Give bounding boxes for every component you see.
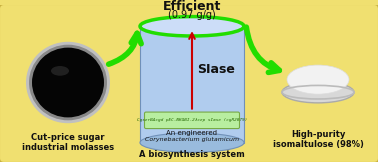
Ellipse shape: [140, 133, 244, 152]
Text: Cut-price sugar: Cut-price sugar: [31, 133, 105, 142]
Circle shape: [26, 42, 110, 123]
Ellipse shape: [287, 65, 349, 94]
Text: An engineered: An engineered: [166, 130, 217, 136]
Text: SIase: SIase: [197, 63, 235, 76]
Text: industrial molasses: industrial molasses: [22, 143, 114, 152]
Ellipse shape: [140, 17, 244, 36]
FancyBboxPatch shape: [144, 112, 240, 129]
Ellipse shape: [282, 81, 354, 103]
FancyBboxPatch shape: [0, 4, 378, 162]
Text: High-purity: High-purity: [291, 130, 345, 139]
Ellipse shape: [51, 66, 69, 76]
Text: Corynebacterium glutamicum: Corynebacterium glutamicum: [145, 137, 239, 142]
Text: (0.97 g/g): (0.97 g/g): [168, 10, 216, 20]
Text: Efficient: Efficient: [163, 0, 221, 13]
Circle shape: [29, 45, 107, 120]
Text: A biosynthesis system: A biosynthesis system: [139, 150, 245, 159]
Circle shape: [32, 48, 104, 117]
Polygon shape: [140, 26, 244, 143]
Text: CgserBΔcgd pEC-NKΩBI-2λcep sIase (cgR2079): CgserBΔcgd pEC-NKΩBI-2λcep sIase (cgR207…: [137, 118, 247, 122]
Text: isomaltulose (98%): isomaltulose (98%): [273, 140, 363, 149]
